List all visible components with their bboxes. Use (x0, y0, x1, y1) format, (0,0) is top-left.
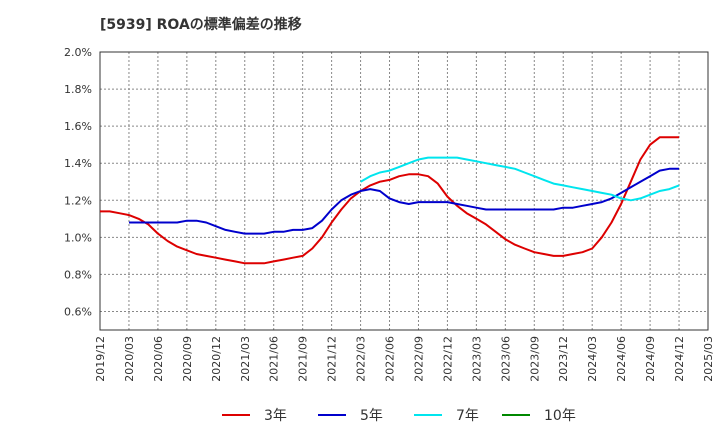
legend-item: 3年 (222, 404, 287, 426)
x-tick-label: 2024/09 (644, 336, 657, 382)
legend-swatch (502, 414, 530, 416)
x-tick-label: 2023/12 (557, 336, 570, 382)
x-tick-label: 2021/09 (297, 336, 310, 382)
y-tick-label: 2.0% (64, 46, 92, 59)
legend-label: 5年 (360, 408, 383, 424)
legend: 3年 5年 7年 10年 (0, 404, 720, 426)
series-line-1 (129, 167, 679, 235)
y-tick-label: 0.8% (64, 268, 92, 281)
legend-swatch (318, 414, 346, 416)
legend-label: 3年 (264, 408, 287, 424)
y-tick-label: 1.6% (64, 120, 92, 133)
x-tick-label: 2024/03 (586, 336, 599, 382)
x-tick-label: 2021/03 (239, 336, 252, 382)
legend-label: 10年 (544, 408, 576, 424)
x-tick-label: 2020/09 (181, 336, 194, 382)
y-axis-tick-labels: 0.6% 0.8% 1.0% 1.2% 1.4% 1.6% 1.8% 2.0% (64, 46, 92, 318)
legend-item: 10年 (502, 404, 576, 426)
chart-title: [5939] ROAの標準偏差の推移 (100, 17, 302, 33)
x-tick-label: 2021/06 (268, 336, 281, 382)
x-tick-label: 2025/03 (702, 336, 715, 382)
plot-border (99, 51, 709, 331)
x-tick-label: 2020/12 (210, 336, 223, 382)
y-tick-label: 1.4% (64, 157, 92, 170)
x-tick-label: 2022/09 (412, 336, 425, 382)
x-tick-label: 2021/12 (326, 336, 339, 382)
x-tick-label: 2022/12 (441, 336, 454, 382)
x-tick-label: 2019/12 (94, 336, 107, 382)
x-tick-label: 2020/03 (123, 336, 136, 382)
legend-item: 7年 (414, 404, 479, 426)
x-tick-label: 2023/03 (470, 336, 483, 382)
x-tick-label: 2024/12 (673, 336, 686, 382)
x-tick-label: 2023/06 (499, 336, 512, 382)
x-tick-label: 2023/09 (528, 336, 541, 382)
x-tick-label: 2020/06 (152, 336, 165, 382)
legend-swatch (414, 414, 442, 416)
legend-swatch (222, 414, 250, 416)
y-tick-label: 1.0% (64, 231, 92, 244)
y-tick-label: 0.6% (64, 305, 92, 318)
series-lines (100, 136, 680, 265)
plot-area (100, 52, 708, 330)
x-tick-label: 2022/03 (355, 336, 368, 382)
series-line-2 (360, 156, 680, 202)
x-axis-tick-labels: 2019/12 2020/03 2020/06 2020/09 2020/12 2021/… (94, 336, 715, 382)
x-tick-label: 2022/06 (384, 336, 397, 382)
legend-label: 7年 (456, 408, 479, 424)
y-tick-label: 1.8% (64, 83, 92, 96)
x-tick-label: 2024/06 (615, 336, 628, 382)
series-line-0 (100, 136, 679, 265)
legend-item: 5年 (318, 404, 383, 426)
y-tick-label: 1.2% (64, 194, 92, 207)
